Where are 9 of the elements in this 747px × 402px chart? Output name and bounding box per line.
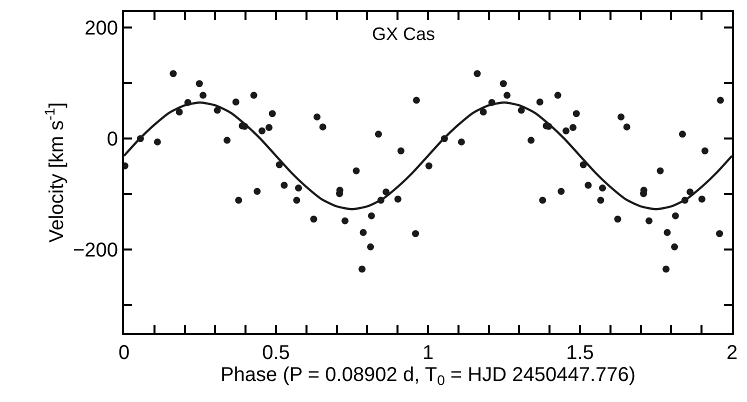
y-tick-label: 0 bbox=[106, 128, 118, 151]
x-axis-title: Phase (P = 0.08902 d, T$_{0}$ = HJD 2450447.776) bbox=[220, 364, 636, 388]
x-tick-label: 0.5 bbox=[262, 342, 290, 364]
text: GX Cas bbox=[372, 24, 436, 44]
y-tick-label: −200 bbox=[72, 240, 118, 262]
y-tick-label: 200 bbox=[84, 18, 118, 40]
x-tick-label: 1.5 bbox=[566, 342, 594, 364]
x-tick-label: 2 bbox=[726, 342, 738, 364]
x-tick-label: 1 bbox=[422, 342, 434, 364]
